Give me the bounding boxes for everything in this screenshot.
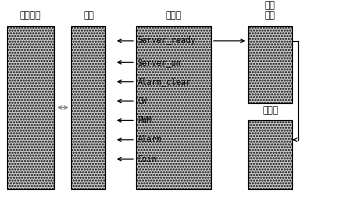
Text: PWM: PWM [138, 116, 152, 125]
Text: 编码器: 编码器 [262, 106, 278, 115]
Text: CW: CW [138, 97, 148, 106]
Text: Alarm_clear: Alarm_clear [138, 77, 191, 86]
Bar [7, 26, 54, 189]
Text: Coin: Coin [138, 155, 157, 164]
Text: Server_on: Server_on [138, 58, 182, 67]
Bar [248, 120, 292, 189]
Bar [71, 26, 105, 189]
Text: Alarm: Alarm [138, 135, 162, 144]
Text: 微处理器: 微处理器 [20, 11, 41, 20]
Text: 伺服
电机: 伺服 电机 [265, 1, 276, 20]
Text: 光栅: 光栅 [83, 11, 94, 20]
Bar [136, 26, 211, 189]
Text: 驱动器: 驱动器 [165, 11, 182, 20]
Text: Server_ready: Server_ready [138, 36, 196, 45]
Bar [248, 26, 292, 103]
